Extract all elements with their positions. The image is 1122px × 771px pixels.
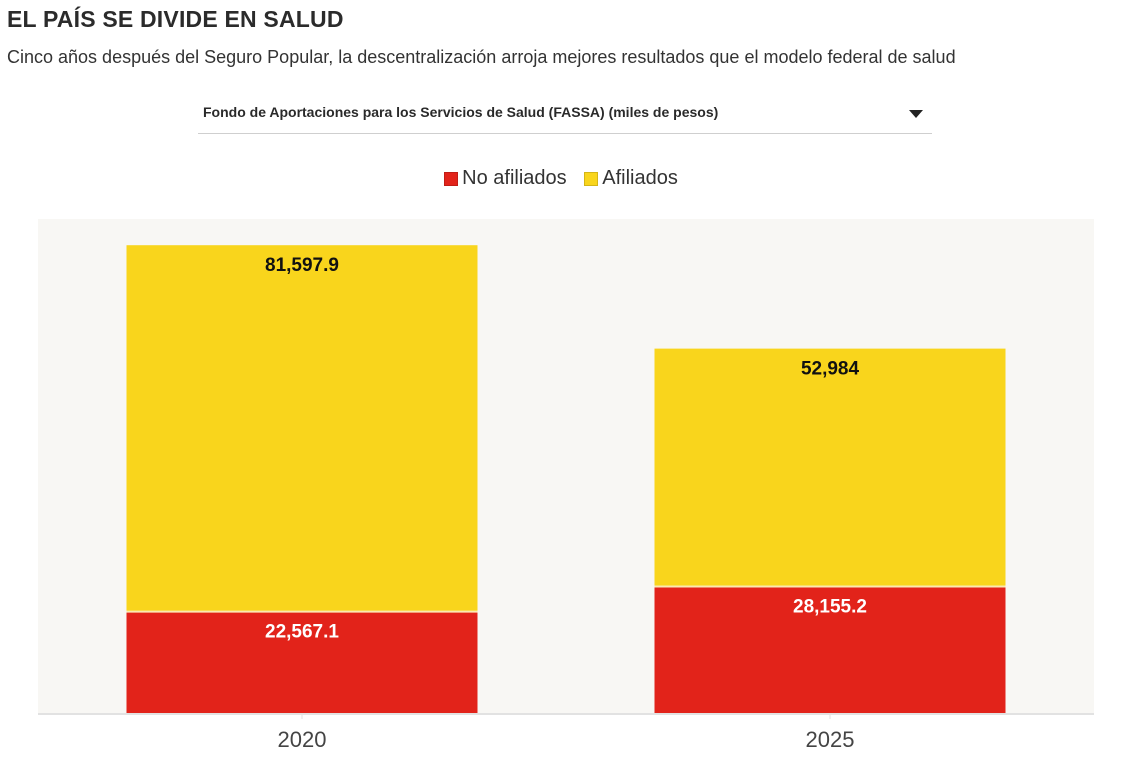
bar-afiliados-2020[interactable] — [126, 245, 478, 612]
legend-item-afiliados[interactable]: Afiliados — [584, 167, 678, 190]
data-label-no-afiliados-2020: 22,567.1 — [265, 622, 339, 643]
indicator-dropdown-value: Fondo de Aportaciones para los Servicios… — [203, 104, 719, 120]
chart-legend: No afiliados Afiliados — [0, 167, 1122, 192]
caret-down-icon[interactable] — [909, 110, 923, 118]
bar-no-afiliados-2025[interactable] — [654, 586, 1006, 713]
legend-label-afiliados: Afiliados — [602, 167, 678, 189]
legend-swatch-no-afiliados — [444, 171, 459, 186]
data-label-afiliados-2025: 52,984 — [801, 359, 860, 380]
chart-title: EL PAÍS SE DIVIDE EN SALUD — [7, 6, 344, 32]
data-label-afiliados-2020: 81,597.9 — [265, 255, 339, 276]
x-tick-label-2025: 2025 — [806, 727, 855, 752]
data-label-no-afiliados-2025: 28,155.2 — [793, 597, 867, 618]
legend-item-no-afiliados[interactable]: No afiliados — [444, 167, 567, 190]
legend-swatch-afiliados — [584, 171, 599, 186]
bar-afiliados-2025[interactable] — [654, 348, 1006, 587]
chart-subtitle: Cinco años después del Seguro Popular, l… — [7, 47, 956, 67]
x-tick-label-2020: 2020 — [278, 727, 327, 752]
legend-label-no-afiliados: No afiliados — [462, 167, 567, 189]
indicator-dropdown[interactable]: Fondo de Aportaciones para los Servicios… — [198, 96, 932, 134]
bar-no-afiliados-2020[interactable] — [126, 611, 478, 713]
